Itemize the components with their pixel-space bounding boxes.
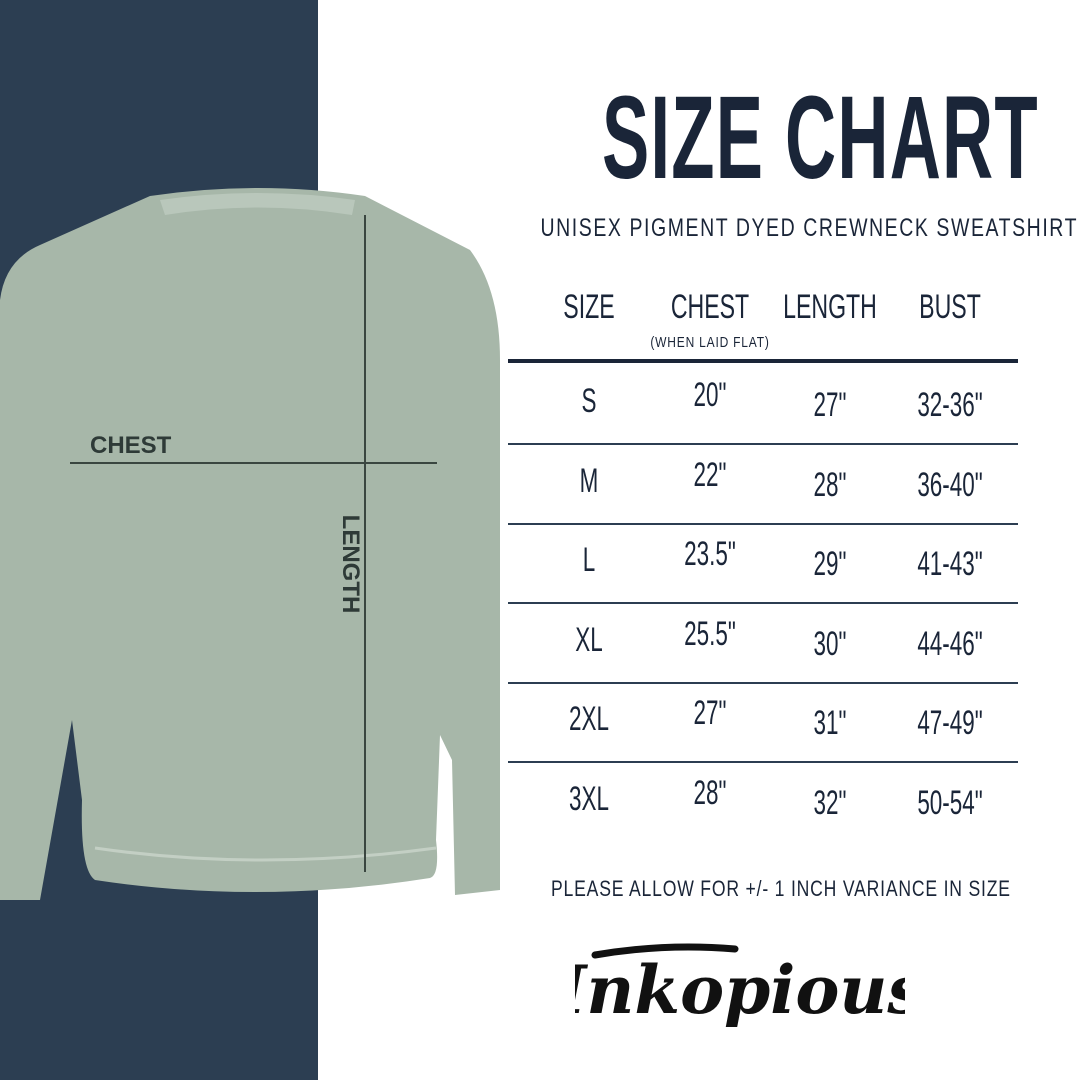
page-title: SIZE CHART <box>602 72 1039 204</box>
brand-logo: Inkopious <box>575 943 905 1029</box>
cell-bust: 44-46" <box>917 624 983 663</box>
row-divider <box>508 602 1018 605</box>
cell-length: 28" <box>813 465 847 504</box>
cell-size: 2XL <box>569 700 609 739</box>
header-size: SIZE <box>563 288 615 326</box>
cell-chest: 22" <box>693 455 727 494</box>
row-divider <box>508 522 1018 525</box>
cell-size: 3XL <box>569 780 609 818</box>
svg-text:Inkopious: Inkopious <box>575 951 905 1029</box>
header-length: LENGTH <box>783 288 877 326</box>
cell-bust: 32-36" <box>917 386 983 424</box>
row-divider <box>508 761 1018 764</box>
cell-bust: 36-40" <box>917 465 983 504</box>
chest-note: (WHEN LAID FLAT) <box>650 334 770 351</box>
cell-length: 29" <box>813 545 847 584</box>
cell-size: XL <box>575 620 603 659</box>
chest-label: CHEST <box>90 432 172 459</box>
header-bust: BUST <box>919 288 981 326</box>
cell-bust: 41-43" <box>917 545 983 584</box>
cell-length: 31" <box>813 704 847 743</box>
cell-bust: 50-54" <box>917 784 983 822</box>
row-divider <box>508 681 1018 684</box>
cell-chest: 23.5" <box>684 535 736 574</box>
cell-size: M <box>579 461 599 500</box>
header-chest: CHEST <box>670 288 750 326</box>
cell-size: S <box>581 382 597 420</box>
cell-chest: 27" <box>693 694 727 733</box>
cell-chest: 28" <box>693 774 727 812</box>
cell-length: 30" <box>813 624 847 663</box>
header-divider <box>508 359 1018 363</box>
cell-size: L <box>582 541 596 580</box>
cell-length: 27" <box>813 386 847 424</box>
cell-chest: 25.5" <box>684 614 736 653</box>
cell-length: 32" <box>813 784 847 822</box>
sweatshirt-body <box>0 188 500 900</box>
cell-bust: 47-49" <box>917 704 983 743</box>
subtitle: UNISEX PIGMENT DYED CREWNECK SWEATSHIRT <box>540 214 1079 242</box>
sweatshirt-diagram <box>0 188 500 900</box>
cell-chest: 20" <box>693 376 727 414</box>
length-label: LENGTH <box>337 514 364 614</box>
row-divider <box>508 443 1018 445</box>
variance-note: PLEASE ALLOW FOR +/- 1 INCH VARIANCE IN … <box>551 876 1011 901</box>
